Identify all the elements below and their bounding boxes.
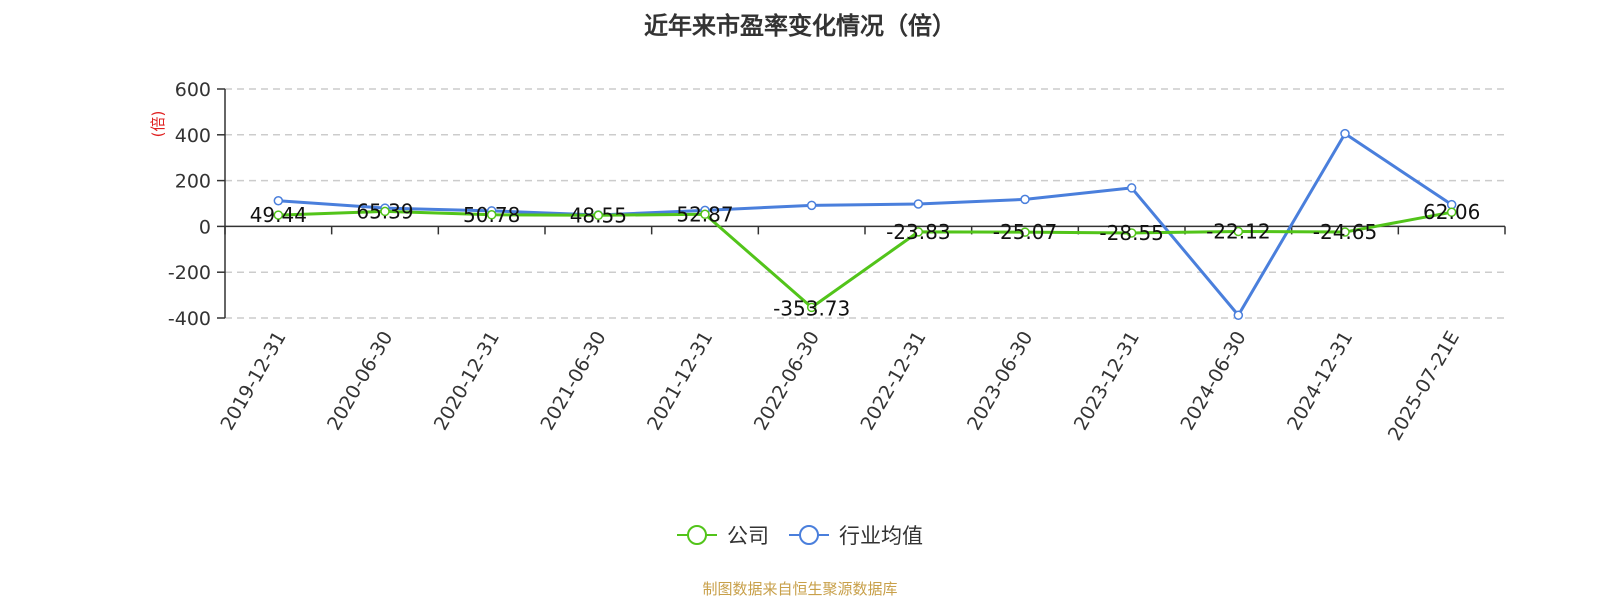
legend-company-label: 公司 xyxy=(727,524,769,548)
y-tick-label: 400 xyxy=(175,125,211,147)
data-point[interactable] xyxy=(273,210,284,220)
x-tick-label: 2023-06-30 xyxy=(963,328,1037,435)
x-tick-labels: 2019-12-31 2020-06-30 2020-12-31 2021-06-30… xyxy=(216,327,1464,444)
data-point[interactable] xyxy=(1020,194,1030,205)
data-point[interactable] xyxy=(806,302,817,313)
data-point[interactable] xyxy=(1340,128,1350,139)
data-point[interactable] xyxy=(486,210,497,220)
chart-title: 近年来市盈率变化情况（倍） xyxy=(644,12,956,40)
data-point[interactable] xyxy=(1126,183,1137,193)
data-label: 52.87 xyxy=(676,202,733,226)
x-tick-label: 2020-12-31 xyxy=(430,327,504,434)
data-label: -353.73 xyxy=(773,296,850,320)
legend-industry-icon xyxy=(789,525,829,545)
data-label: -24.65 xyxy=(1313,220,1377,244)
data-label: 49.44 xyxy=(250,203,307,227)
data-point[interactable] xyxy=(380,206,390,217)
data-label: 48.55 xyxy=(570,203,627,227)
x-tick-label: 2024-12-31 xyxy=(1283,328,1357,435)
x-tick-label: 2022-06-30 xyxy=(750,328,824,435)
data-point[interactable] xyxy=(1233,226,1244,237)
data-labels: 49.44 65.39 50.78 48.55 52.87 -353.73 -23.83 -2… xyxy=(250,199,1481,320)
data-point[interactable] xyxy=(913,199,924,209)
data-point[interactable] xyxy=(593,210,604,221)
y-tick-label: -200 xyxy=(168,262,211,284)
legend-industry-label: 行业均值 xyxy=(839,524,923,548)
y-axis-label: (倍) xyxy=(149,111,167,138)
grid-lines xyxy=(217,88,1505,319)
x-tick-label: 2019-12-31 xyxy=(216,328,290,435)
y-tick-label: 0 xyxy=(199,216,211,238)
y-tick-label: -400 xyxy=(168,308,211,330)
data-source-note: 制图数据来自恒生聚源数据库 xyxy=(702,580,898,598)
data-point[interactable] xyxy=(1233,310,1244,321)
x-tick-label: 2025-07-21E xyxy=(1384,328,1464,445)
data-point[interactable] xyxy=(273,196,284,206)
x-tick-label: 2024-06-30 xyxy=(1176,328,1250,435)
data-point[interactable] xyxy=(1126,228,1137,238)
data-point[interactable] xyxy=(1340,227,1350,237)
data-point[interactable] xyxy=(700,209,710,220)
x-tick-label: 2023-12-31 xyxy=(1070,328,1144,435)
data-label: -23.83 xyxy=(886,220,950,244)
series-line-1 xyxy=(278,132,1453,317)
legend-item-company[interactable]: 公司 xyxy=(677,520,769,550)
data-point[interactable] xyxy=(1020,227,1030,237)
data-label: 62.06 xyxy=(1423,200,1480,224)
data-point[interactable] xyxy=(1446,207,1457,217)
y-tick-label: 600 xyxy=(175,79,211,101)
data-label: -22.12 xyxy=(1206,219,1270,243)
y-tick-labels: 600 400 200 0 -200 -400 xyxy=(168,79,211,330)
legend-company-icon xyxy=(677,525,717,545)
x-tick-label: 2021-06-30 xyxy=(536,328,610,435)
series-line-0 xyxy=(278,209,1452,309)
data-point[interactable] xyxy=(913,227,924,237)
x-tick-label: 2021-12-31 xyxy=(643,328,717,435)
data-label: -25.07 xyxy=(993,220,1057,244)
y-tick-label: 200 xyxy=(175,171,211,193)
series-lines xyxy=(273,128,1457,321)
data-label: -28.55 xyxy=(1099,221,1163,245)
legend-item-industry[interactable]: 行业均值 xyxy=(789,520,923,550)
data-label: 50.78 xyxy=(463,203,520,227)
x-tick-label: 2022-12-31 xyxy=(856,327,930,434)
x-tick-label: 2020-06-30 xyxy=(323,328,397,435)
legend: 公司 行业均值 xyxy=(0,520,1600,550)
data-point[interactable] xyxy=(806,200,817,211)
data-label: 65.39 xyxy=(356,199,413,223)
